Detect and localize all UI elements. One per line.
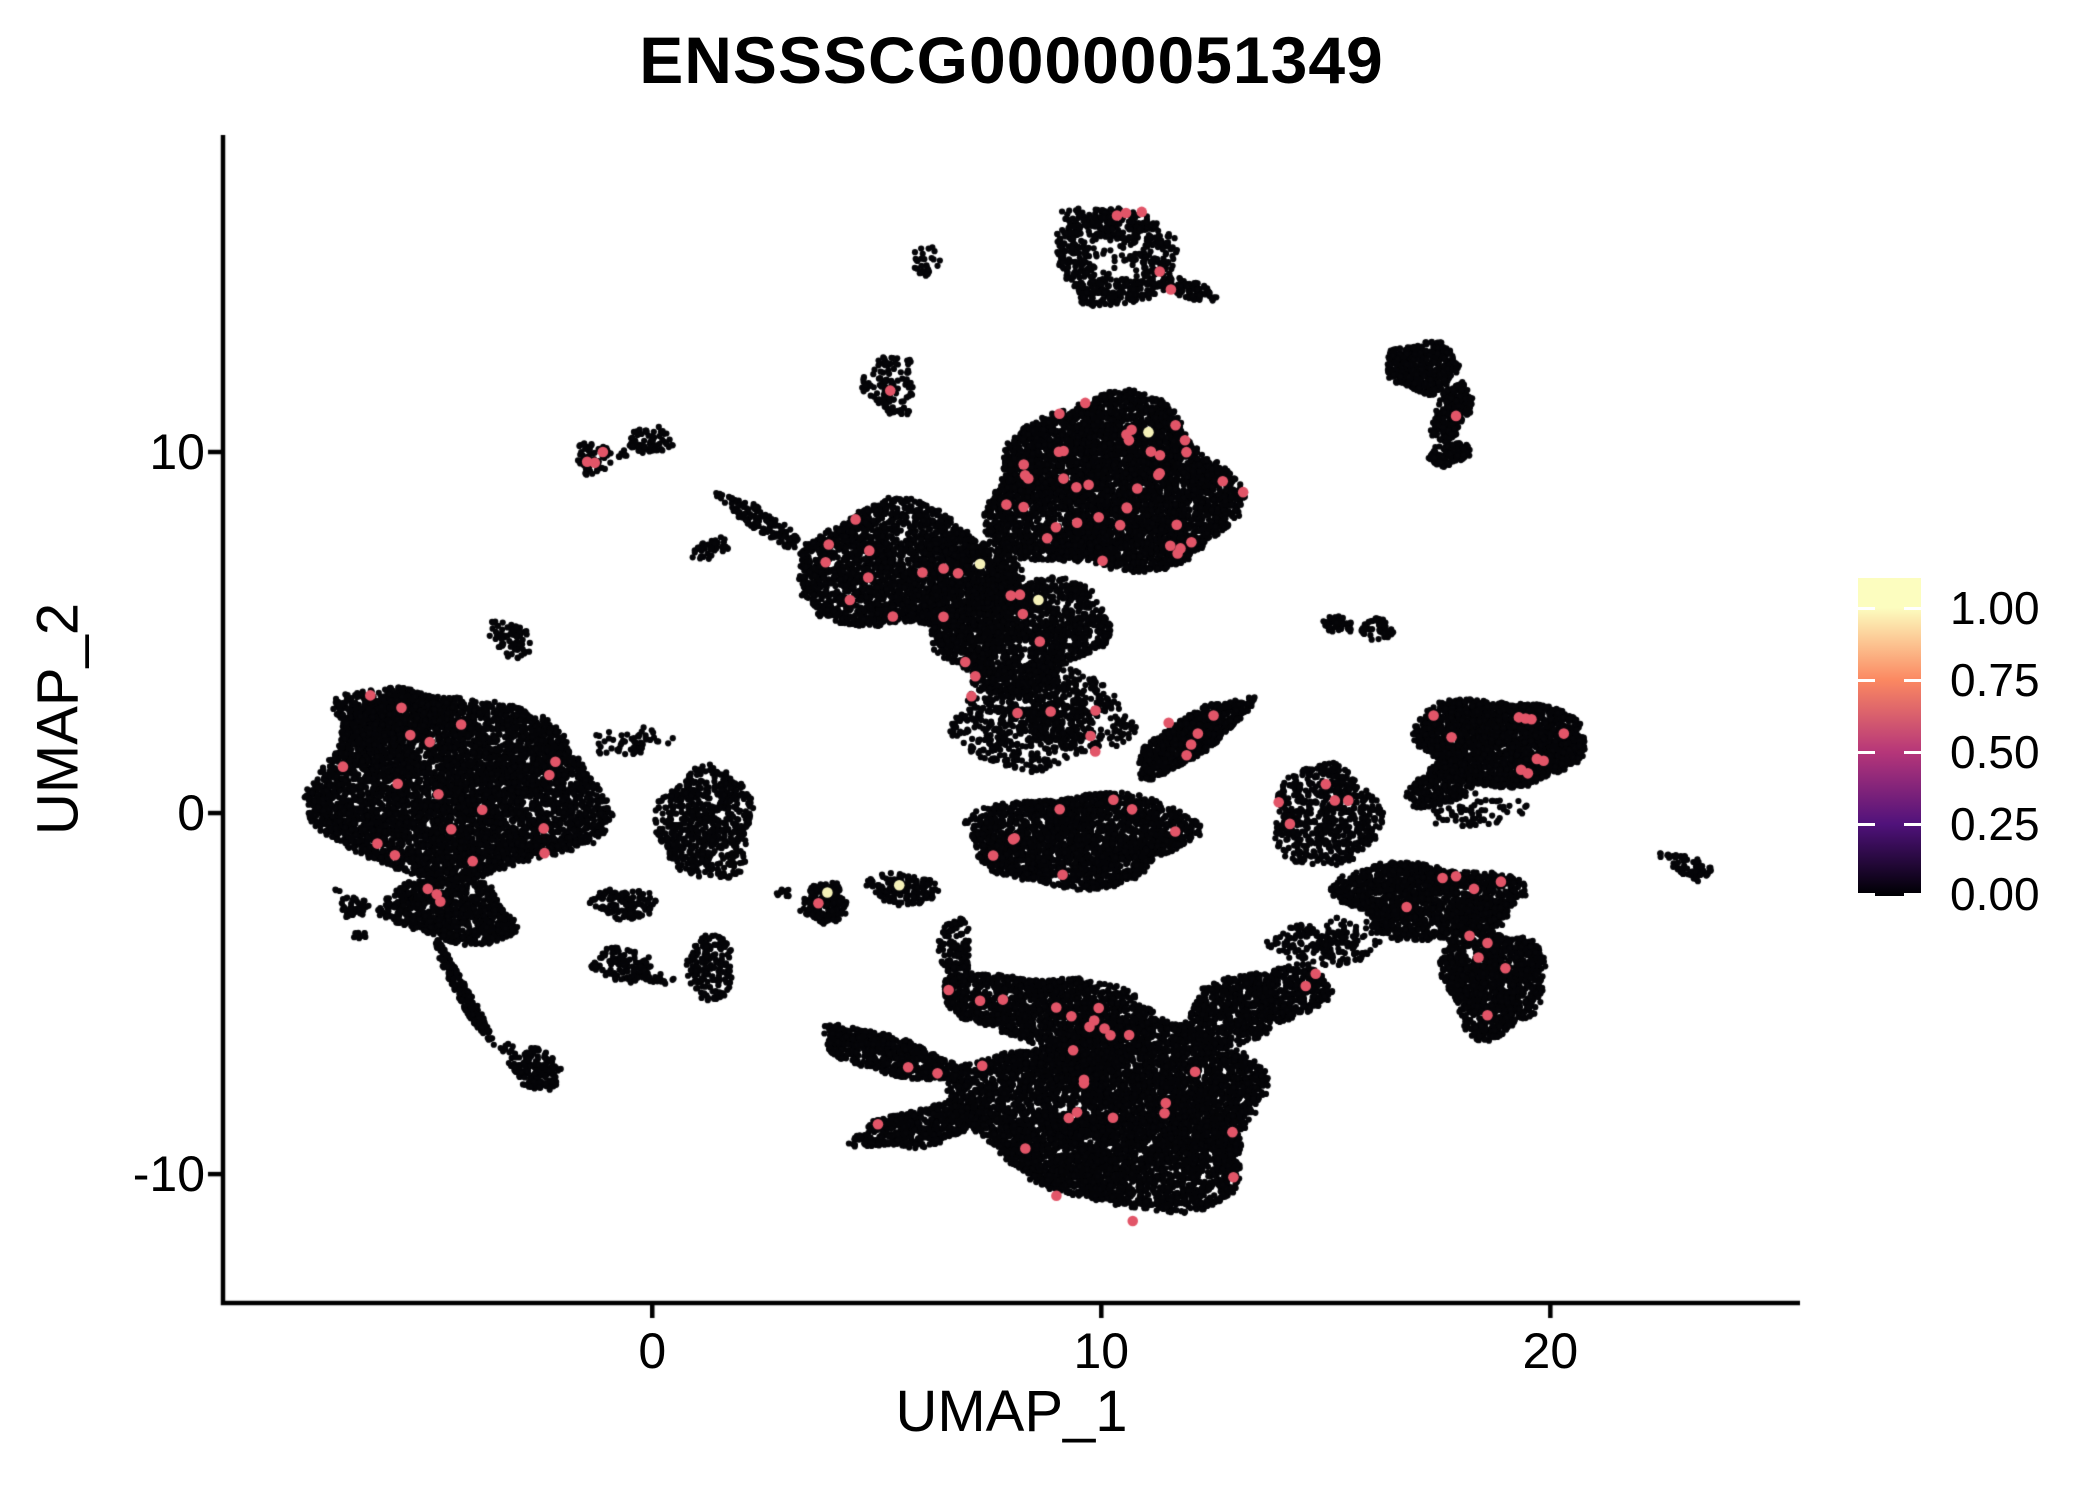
legend-gradient-bar (1858, 578, 1921, 896)
legend-tick-mark (1858, 750, 1875, 754)
y-tick-label: -10 (132, 1146, 205, 1203)
legend-tick-mark (1858, 678, 1875, 682)
x-tick-label: 10 (1073, 1323, 1130, 1379)
legend-tick-mark (1904, 678, 1921, 682)
legend-tick-label: 0.00 (1950, 868, 2040, 920)
x-tick-label: 0 (638, 1323, 667, 1379)
chart-title: ENSSSCG00000051349 (639, 23, 1384, 97)
legend-tick-mark (1858, 606, 1875, 610)
legend-tick-label: 0.75 (1950, 654, 2040, 706)
legend: 1.00 0.75 0.50 0.25 0.00 (1858, 578, 2100, 920)
legend-tick-mark (1904, 750, 1921, 754)
y-tick-label: 0 (177, 785, 205, 842)
legend-tick-label: 1.00 (1950, 582, 2040, 634)
legend-tick-mark (1904, 822, 1921, 826)
x-tick-label: 20 (1522, 1323, 1579, 1379)
legend-tick-mark (1858, 892, 1875, 896)
y-tick-label: 10 (149, 424, 205, 480)
legend-tick-label: 0.25 (1950, 798, 2040, 850)
x-axis-title: UMAP_1 (895, 1379, 1128, 1444)
legend-tick-mark (1904, 606, 1921, 610)
legend-tick-label: 0.50 (1950, 726, 2040, 778)
legend-tick-mark (1904, 892, 1921, 896)
y-axis-title: UMAP_2 (25, 602, 91, 836)
legend-tick-mark (1858, 822, 1875, 826)
